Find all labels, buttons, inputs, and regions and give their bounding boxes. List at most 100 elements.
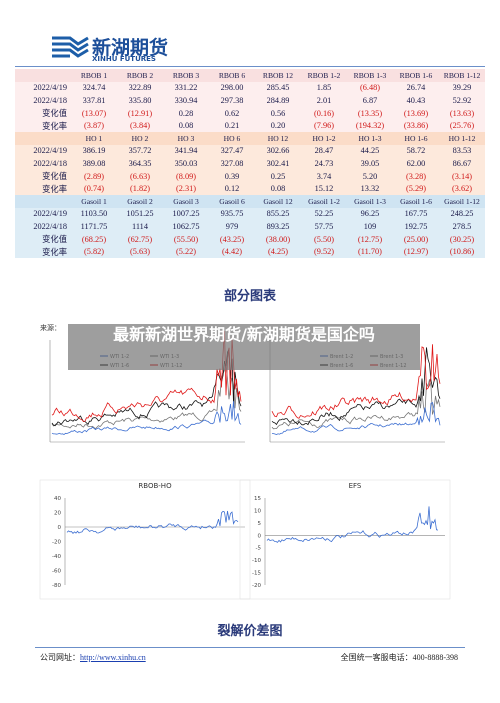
cell: 0.56 xyxy=(270,108,286,118)
y-tick-label: -20 xyxy=(252,583,261,589)
cell: 327.08 xyxy=(220,158,244,168)
cell: 39.05 xyxy=(360,158,380,168)
cell: (3.62) xyxy=(451,184,473,194)
cell: (55.50) xyxy=(173,234,199,244)
data-row: 2022/4/19 386.19 357.72 341.94 327.47 302.66 2… xyxy=(15,144,485,158)
series-line xyxy=(266,506,439,543)
cell: 28.47 xyxy=(314,146,334,156)
section-title: 部分图表 xyxy=(223,288,276,303)
column-header: HO 1-12 xyxy=(448,133,476,143)
chart-frame xyxy=(39,479,251,600)
y-tick-label: -80 xyxy=(52,583,61,589)
column-header: HO 2 xyxy=(131,133,149,143)
cell: 0.08 xyxy=(270,184,286,194)
column-header: RBOB 2 xyxy=(126,70,154,80)
column-header: HO 12 xyxy=(267,133,289,143)
column-header: Gasoil 1 xyxy=(81,196,107,206)
y-tick-label: -15 xyxy=(252,571,261,577)
corner-cell xyxy=(15,132,71,145)
cell: 1.85 xyxy=(316,83,332,93)
site-link[interactable]: http://www.xinhu.cn xyxy=(80,653,146,662)
overlay-banner: 最新新湖世界期货/新湖期货是国企吗 xyxy=(68,324,420,370)
cell: 935.75 xyxy=(220,209,244,219)
column-header: Gasoil 6 xyxy=(219,196,245,206)
cell: 0.08 xyxy=(178,121,194,131)
cell: 893.25 xyxy=(266,221,290,231)
column-header: Gasoil 1-6 xyxy=(400,196,432,206)
corner-cell xyxy=(15,195,71,208)
cell: 248.25 xyxy=(450,209,474,219)
y-tick-label: -40 xyxy=(52,554,61,560)
series-line xyxy=(51,401,242,435)
y-tick-label: 0 xyxy=(58,525,62,531)
cell: 330.94 xyxy=(174,95,198,105)
footer-rule xyxy=(35,647,465,648)
y-tick-label: 5 xyxy=(258,521,262,527)
cell: 357.72 xyxy=(128,146,152,156)
cell: 6.87 xyxy=(362,95,378,105)
cell: (8.09) xyxy=(175,171,197,181)
cell: 192.75 xyxy=(404,221,428,231)
y-tick-label: 20 xyxy=(54,511,61,517)
y-tick-label: 40 xyxy=(54,496,61,502)
cell: (33.86) xyxy=(403,121,429,131)
column-header: HO 3 xyxy=(177,133,195,143)
cell: (13.63) xyxy=(449,108,475,118)
cell: (13.35) xyxy=(357,108,383,118)
cell: 278.5 xyxy=(452,221,472,231)
cell: (43.25) xyxy=(219,234,245,244)
column-header: HO 6 xyxy=(223,133,241,143)
row-label: 变化值 xyxy=(42,235,67,245)
column-header: HO 1-6 xyxy=(404,133,428,143)
series-line xyxy=(51,330,242,423)
cell: 13.32 xyxy=(360,184,380,194)
data-row: 2022/4/18 337.81 335.80 330.94 297.38 284.89 2… xyxy=(15,94,485,107)
cell: (4.42) xyxy=(221,247,243,257)
cell: (3.28) xyxy=(405,171,427,181)
cell: 337.81 xyxy=(82,95,106,105)
cell: (4.25) xyxy=(267,247,289,257)
cell: (194.32) xyxy=(355,121,385,131)
column-header: RBOB 3 xyxy=(172,70,200,80)
cell: (62.75) xyxy=(127,234,153,244)
cell: 855.25 xyxy=(266,209,290,219)
data-row: 变化率 (3.87) (3.84) 0.08 0.21 0.20 (7.96) (194.32… xyxy=(15,119,485,132)
data-row: 2022/4/18 389.08 364.35 350.03 327.08 302.41 2… xyxy=(15,157,485,170)
chart-title: RBOB-HO xyxy=(138,482,172,490)
cell: 1103.50 xyxy=(80,209,108,219)
logo-icon xyxy=(52,36,89,58)
data-row: 变化率 (5.82) (5.63) (5.22) (4.42) (4.25) (9.52) (… xyxy=(15,245,485,258)
cell: (6.63) xyxy=(129,171,151,181)
cell: (5.82) xyxy=(83,247,105,257)
brand-en: XINHU FUTURES xyxy=(92,55,156,63)
row-label: 2022/4/19 xyxy=(33,209,67,219)
cell: (0.16) xyxy=(313,108,335,118)
column-header: Gasoil 1-12 xyxy=(444,196,480,206)
column-header: RBOB 1-3 xyxy=(353,70,387,80)
site-label: 公司网址： xyxy=(40,653,80,662)
cell: 298.00 xyxy=(220,83,244,93)
row-label: 变化值 xyxy=(42,109,67,119)
column-header: Gasoil 1-2 xyxy=(308,196,340,206)
row-label: 变化率 xyxy=(42,247,67,257)
caption: 裂解价差图 xyxy=(217,623,283,638)
cell: (5.50) xyxy=(313,234,335,244)
row-label: 2022/4/19 xyxy=(33,146,67,156)
y-tick-label: 0 xyxy=(258,533,262,539)
cell: (10.86) xyxy=(449,247,475,257)
data-row: 2022/4/19 1103.50 1051.25 1007.25 935.75 855.… xyxy=(15,207,485,221)
cell: 26.74 xyxy=(406,83,426,93)
brand: 新湖期货 xyxy=(92,37,169,59)
column-header: Gasoil 2 xyxy=(127,196,153,206)
cell: (3.87) xyxy=(83,121,105,131)
y-tick-label: -5 xyxy=(256,546,262,552)
cell: 324.74 xyxy=(82,83,106,93)
cell: (2.31) xyxy=(175,184,197,194)
cell: 1114 xyxy=(132,221,148,231)
cell: 1051.25 xyxy=(126,209,154,219)
cell: 40.43 xyxy=(406,95,426,105)
cell: 109 xyxy=(363,221,377,231)
cell: 297.38 xyxy=(220,95,244,105)
cell: 44.25 xyxy=(360,146,380,156)
